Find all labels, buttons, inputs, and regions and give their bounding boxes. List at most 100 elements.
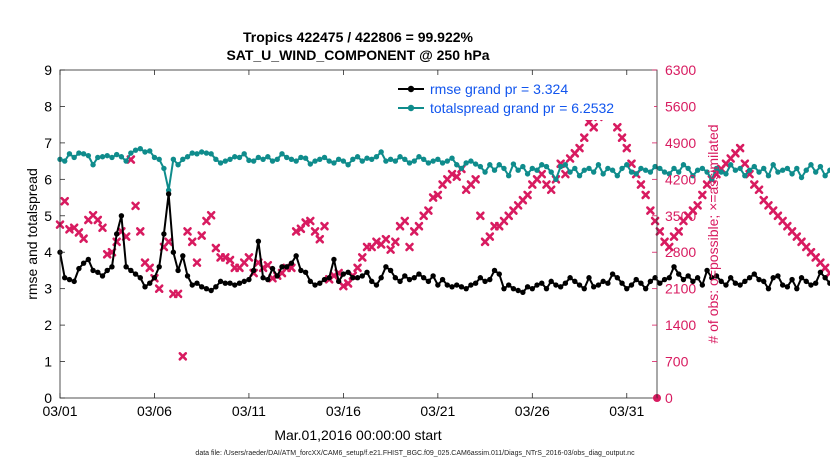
obs-assimilated-point: [386, 245, 395, 254]
rmse-point: [557, 284, 564, 290]
obs-assimilated-point: [693, 201, 702, 210]
totalspread-point: [543, 163, 550, 170]
rmse-point: [567, 275, 573, 281]
obs-assimilated-point: [561, 169, 570, 179]
obs-assimilated-point: [627, 159, 636, 169]
rmse-point: [756, 276, 762, 283]
totalspread-point: [742, 172, 748, 179]
rmse-point: [430, 273, 436, 279]
totalspread-point: [189, 150, 195, 156]
obs-assimilated-point: [343, 279, 353, 288]
totalspread-point: [222, 158, 229, 164]
totalspread-point: [444, 158, 450, 164]
obs-assimilated-point: [537, 169, 547, 179]
totalspread-series: [57, 146, 830, 193]
obs-assimilated-point: [400, 216, 410, 226]
rmse-point: [85, 256, 92, 263]
rmse-point: [510, 285, 517, 292]
totalspread-point: [62, 158, 68, 164]
rmse-point: [170, 249, 177, 255]
totalspread-point: [822, 172, 828, 179]
rmse-point: [99, 273, 106, 279]
obs-assimilated-point: [306, 216, 315, 226]
totalspread-point: [354, 154, 361, 160]
rmse-point: [95, 269, 101, 275]
legend-rmse-marker: [407, 85, 415, 93]
rmse-point: [241, 278, 247, 285]
rmse-point: [236, 280, 243, 286]
rmse-point: [335, 278, 342, 285]
left-y-axis: 0 1 2 3 4 5 6 7 8 9: [44, 62, 65, 406]
plot-area: [60, 70, 657, 398]
rmse-point: [378, 275, 384, 281]
totalspread-point: [746, 167, 753, 173]
totalspread-point: [529, 165, 536, 172]
rmse-point: [345, 269, 351, 275]
totalspread-point: [340, 158, 347, 164]
rmse-point: [803, 278, 809, 285]
rmse-point: [586, 275, 592, 281]
rmse-point: [671, 264, 677, 270]
obs-assimilated-point: [291, 227, 301, 236]
totalspread-point: [161, 165, 167, 172]
rmse-point: [274, 273, 280, 279]
totalspread-point: [142, 149, 148, 155]
totalspread-point: [553, 176, 559, 183]
totalspread-point: [298, 154, 304, 161]
rmse-point: [468, 282, 474, 288]
rmse-point: [642, 285, 649, 292]
rmse-point: [812, 280, 819, 286]
rmse-point: [302, 269, 309, 275]
obs-assimilated-point: [353, 263, 362, 273]
rmse-point: [439, 276, 446, 283]
obs-assimilated-point: [424, 206, 433, 215]
totalspread-point: [406, 160, 413, 166]
obs-assimilated-point: [154, 284, 164, 293]
right-y-tick-label: 2100: [665, 281, 696, 297]
obs-assimilated-point: [622, 143, 632, 153]
legend: rmse grand pr = 3.324 totalspread grand …: [392, 78, 654, 120]
totalspread-point: [288, 156, 295, 162]
obs-assimilated-point: [145, 263, 155, 273]
rmse-point: [184, 273, 191, 279]
obs-assimilated-point: [268, 273, 277, 283]
totalspread-point: [331, 160, 337, 166]
obs-assimilated-point: [357, 253, 367, 262]
totalspread-point: [425, 160, 432, 166]
plot-frame: [59, 69, 658, 399]
totalspread-point: [482, 169, 488, 175]
rmse-point: [624, 285, 630, 292]
rmse-point: [402, 273, 408, 279]
rmse-point: [246, 276, 252, 283]
rmse-point: [534, 282, 540, 288]
obs-assimilated-point: [206, 210, 216, 220]
totalspread-point: [317, 156, 323, 162]
x-tick-label: 03/16: [326, 403, 361, 419]
totalspread-point: [430, 158, 436, 164]
rmse-point: [732, 280, 739, 286]
rmse-series: [57, 191, 830, 296]
rmse-point: [685, 273, 691, 279]
totalspread-point: [624, 162, 630, 168]
totalspread-point: [66, 151, 73, 157]
totalspread-point: [709, 176, 715, 183]
totalspread-point: [260, 156, 266, 162]
x-tick-label: 03/06: [137, 403, 172, 419]
obs-assimilated-point: [485, 232, 495, 241]
totalspread-point: [666, 171, 672, 177]
rmse-point: [326, 275, 332, 281]
x-tick-label: 03/26: [515, 403, 550, 419]
totalspread-point: [241, 151, 247, 157]
obs-assimilated-point: [575, 143, 584, 153]
right-y-tick-label: 6300: [665, 62, 696, 78]
chart-title: Tropics 422475 / 422806 = 99.922%: [243, 29, 474, 45]
totalspread-point: [539, 162, 545, 168]
legend-spread-marker: [407, 104, 415, 112]
obs-assimilated-point: [452, 172, 462, 182]
totalspread-point: [765, 172, 772, 179]
rmse-point: [680, 276, 687, 283]
totalspread-point: [619, 165, 625, 172]
totalspread-point: [704, 169, 710, 175]
obs-assimilated-point: [263, 260, 273, 270]
rmse-point: [657, 280, 663, 286]
